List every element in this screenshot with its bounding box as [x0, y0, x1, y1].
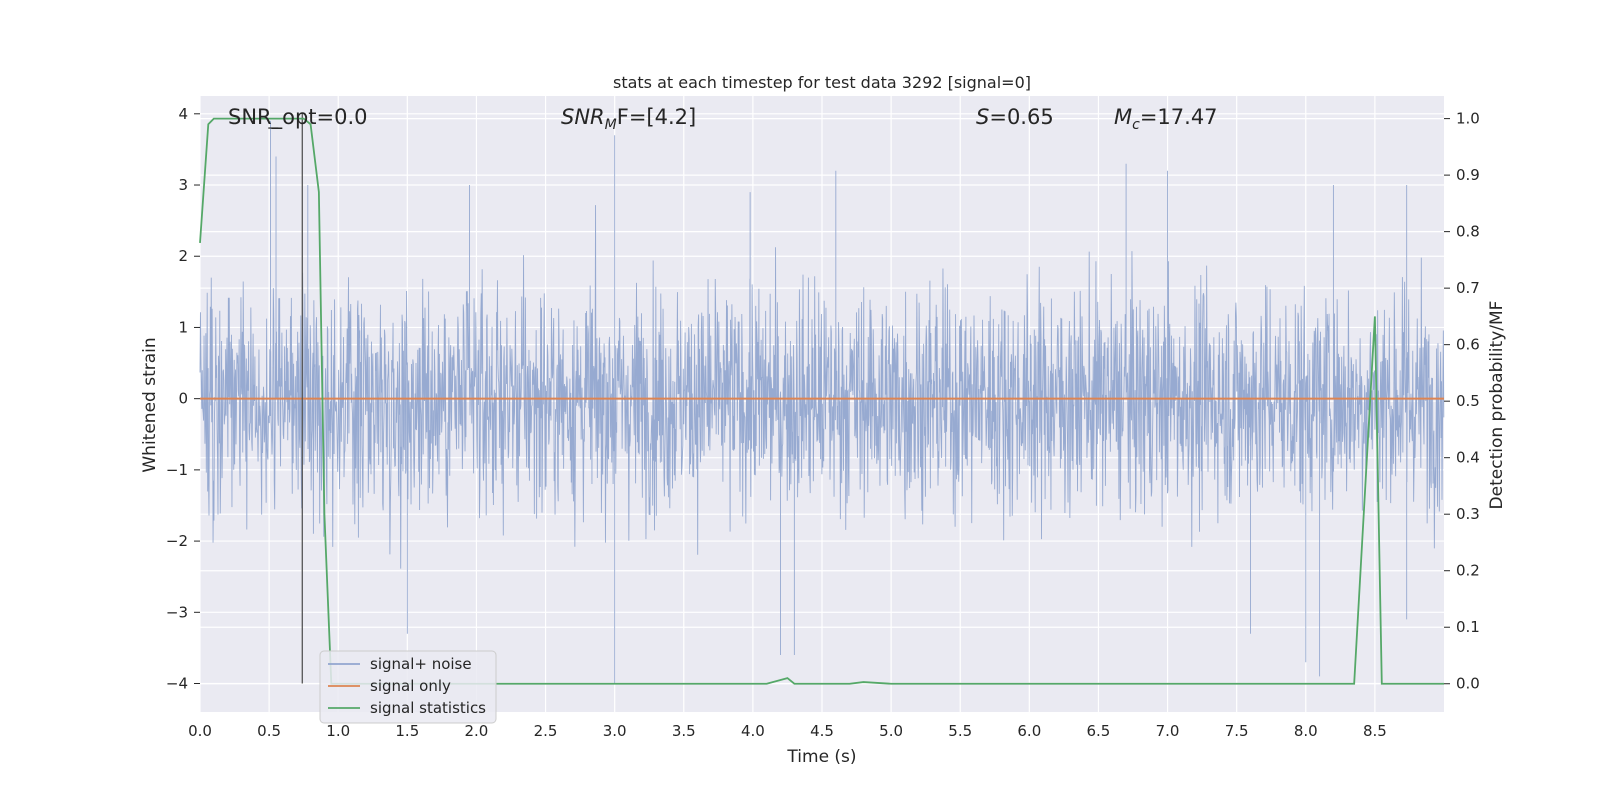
y-tick-label: 1	[178, 318, 188, 336]
y-tick-label: −4	[166, 675, 188, 693]
x-tick-label: 7.5	[1225, 722, 1249, 740]
x-tick-label: 7.0	[1156, 722, 1180, 740]
x-tick-label: 4.5	[810, 722, 834, 740]
y2-tick-label: 0.3	[1456, 505, 1480, 523]
y-axis-label: Whitened strain	[140, 337, 160, 472]
legend-label-signal-noise: signal+ noise	[370, 655, 472, 673]
y2-tick-label: 0.2	[1456, 562, 1480, 580]
marker-vline	[268, 113, 303, 684]
mc-annotation: Mc=17.47	[1114, 105, 1218, 133]
y2-tick-label: 1.0	[1456, 110, 1480, 128]
y-axis-ticks: 4 3 2 1 0 −1 −2 −3 −4	[166, 105, 200, 693]
mc-value: =17.47	[1140, 105, 1218, 129]
x-tick-label: 6.5	[1087, 722, 1111, 740]
x-tick-label: 8.5	[1363, 722, 1387, 740]
x-tick-label: 0.5	[257, 722, 281, 740]
y-tick-label: 0	[178, 390, 188, 408]
x-tick-label: 3.0	[603, 722, 627, 740]
x-tick-label: 8.0	[1294, 722, 1318, 740]
x-tick-label: 1.5	[395, 722, 419, 740]
x-tick-label: 5.5	[948, 722, 972, 740]
legend-label-signal-statistics: signal statistics	[370, 699, 486, 717]
x-tick-label: 0.0	[188, 722, 212, 740]
y2-axis-ticks: 1.0 0.9 0.8 0.7 0.6 0.5 0.4 0.3 0.2 0.1 0.0	[1444, 110, 1480, 693]
y-tick-label: 4	[178, 105, 188, 123]
x-axis-label: Time (s)	[786, 747, 856, 767]
y-tick-label: −3	[166, 603, 188, 621]
y-tick-label: 3	[178, 176, 188, 194]
y2-tick-label: 0.1	[1456, 618, 1480, 636]
y2-tick-label: 0.5	[1456, 392, 1480, 410]
y-tick-label: −2	[166, 532, 188, 550]
legend: signal+ noise signal only signal statist…	[319, 650, 497, 724]
snr-mf-annotation: SNRMF=[4.2]	[561, 105, 696, 133]
x-tick-label: 2.5	[534, 722, 558, 740]
signal-statistics-line	[199, 117, 1444, 685]
x-tick-label: 4.0	[741, 722, 765, 740]
x-tick-label: 2.0	[465, 722, 489, 740]
snr-mf-value: F=[4.2]	[617, 105, 696, 129]
y-tick-label: 2	[178, 247, 188, 265]
mc-symbol: M	[1114, 105, 1132, 129]
s-value: =0.65	[989, 105, 1053, 129]
y2-tick-label: 0.4	[1456, 449, 1480, 467]
s-symbol: S	[976, 105, 989, 129]
snr-mf-subscript: M	[605, 117, 617, 133]
y-tick-label: −1	[166, 461, 188, 479]
y2-tick-label: 0.9	[1456, 166, 1480, 184]
chart-title: stats at each timestep for test data 329…	[613, 73, 1031, 92]
y2-tick-label: 0.8	[1456, 223, 1480, 241]
x-tick-label: 6.0	[1017, 722, 1041, 740]
x-axis-ticks: 0.0 0.5 1.0 1.5 2.0 2.5 3.0 3.5 4.0 4.5 5.0 5.5 6.0 6…	[188, 722, 1387, 740]
y2-tick-label: 0.0	[1456, 675, 1480, 693]
y2-tick-label: 0.7	[1456, 279, 1480, 297]
legend-box	[319, 650, 497, 724]
x-tick-label: 1.0	[326, 722, 350, 740]
legend-label-signal-only: signal only	[370, 677, 451, 695]
signal-noise-series	[199, 120, 1445, 684]
x-tick-label: 3.5	[672, 722, 696, 740]
signal-noise-line	[199, 120, 1445, 684]
y2-axis-label: Detection probability/MF	[1487, 301, 1507, 510]
snr-mf-symbol: SNR	[561, 105, 605, 129]
s-annotation: S=0.65	[976, 105, 1054, 129]
x-tick-label: 5.0	[879, 722, 903, 740]
snr-opt-annotation: SNR_opt=0.0	[228, 105, 368, 130]
y2-tick-label: 0.6	[1456, 336, 1480, 354]
signal-statistics-series	[199, 117, 1444, 685]
mc-subscript: c	[1132, 117, 1140, 133]
